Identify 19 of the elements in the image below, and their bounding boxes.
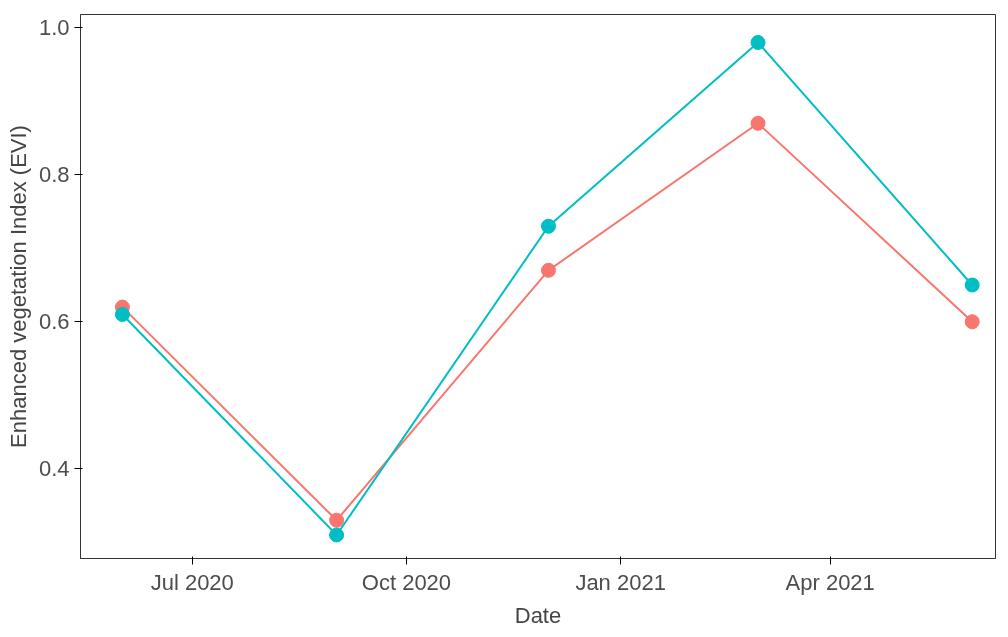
- point: [329, 512, 345, 528]
- point: [750, 115, 766, 131]
- y-tick-label: 0.4: [38, 456, 70, 482]
- y-tick-label: 1.0: [38, 15, 70, 41]
- x-tick-label: Jul 2020: [150, 569, 234, 595]
- y-axis-title: Enhanced vegetation Index (EVI): [5, 125, 31, 448]
- x-tick-label: Jan 2021: [575, 569, 666, 595]
- point: [750, 34, 766, 50]
- x-axis-title: Date: [514, 602, 562, 628]
- point: [329, 527, 345, 543]
- y-tick-label: 0.8: [38, 162, 70, 188]
- x-tick-label: Apr 2021: [785, 569, 875, 595]
- point: [540, 262, 556, 278]
- point: [540, 218, 556, 234]
- point: [964, 277, 980, 293]
- point: [964, 314, 980, 330]
- x-tick-label: Oct 2020: [361, 569, 452, 595]
- y-tick-label: 0.6: [38, 309, 70, 335]
- point: [114, 306, 130, 322]
